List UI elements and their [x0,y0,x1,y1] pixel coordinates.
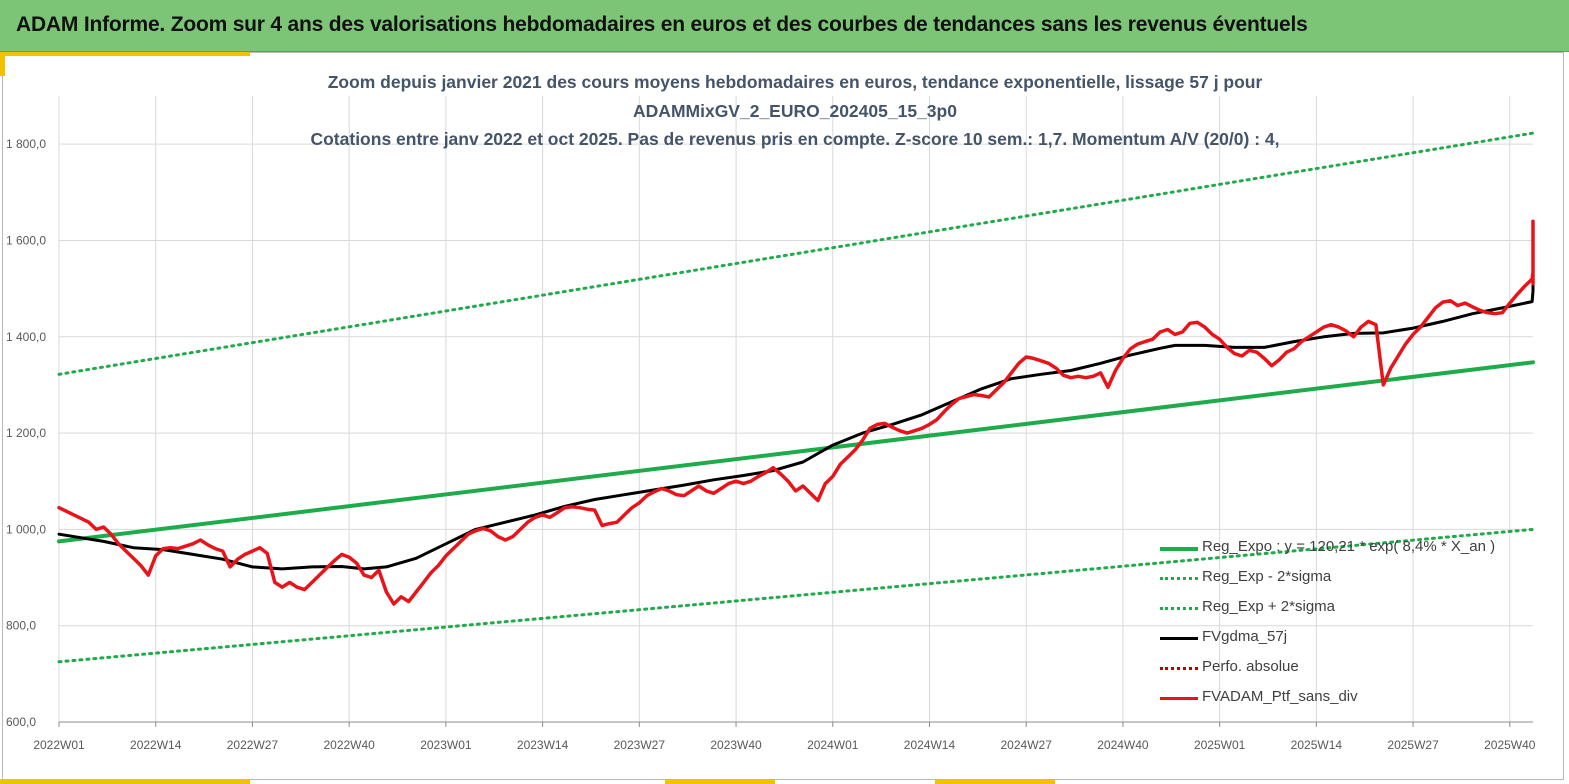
x-tick-label: 2023W01 [420,738,472,752]
accent-bar-bottom [0,779,250,784]
accent-bar-left [0,52,5,76]
series-line-5 [57,219,1535,606]
y-tick-label: 1 600,0 [6,233,46,247]
legend-label: FVADAM_Ptf_sans_div [1202,688,1358,705]
x-tick-label: 2022W40 [323,738,375,752]
legend-label: Reg_Exp - 2*sigma [1202,568,1332,585]
accent-bar-top [0,52,250,56]
x-tick-label: 2023W27 [614,738,666,752]
legend-label: Reg_Exp + 2*sigma [1202,598,1335,615]
legend-swatch [1160,577,1198,580]
series-line-2 [57,131,1535,376]
y-tick-label: 1 200,0 [6,426,46,440]
y-tick-label: 1 400,0 [6,330,46,344]
chart-title-line-2: ADAMMixGV_2_EURO_202405_15_3p0 [633,100,957,121]
legend-swatch [1160,547,1198,551]
accent-bar-bottom [665,780,775,784]
x-tick-label: 2025W01 [1194,738,1246,752]
legend-label: Perfo. absolue [1202,658,1299,675]
legend-swatch [1160,697,1198,700]
y-tick-label: 600,0 [6,715,36,729]
x-tick-label: 2023W40 [710,738,762,752]
legend-label: FVgdma_57j [1202,628,1288,645]
x-tick-label: 2025W40 [1484,738,1536,752]
x-tick-label: 2024W01 [807,738,859,752]
header-banner: ADAM Informe. Zoom sur 4 ans des valoris… [0,0,1569,52]
x-tick-label: 2023W14 [517,738,569,752]
legend-label: Reg_Expo : y = 120,21 * exp( 8,4% * X_an… [1202,538,1496,555]
x-tick-label: 2024W27 [1001,738,1053,752]
x-tick-label: 2025W14 [1291,738,1343,752]
y-tick-label: 1 800,0 [6,137,46,151]
x-tick-label: 2025W27 [1387,738,1439,752]
y-tick-label: 1 000,0 [6,522,46,536]
series-line-1 [57,527,1535,664]
x-tick-label: 2022W14 [130,738,182,752]
legend-swatch [1160,637,1198,640]
series-line-3 [57,241,1535,571]
x-tick-label: 2024W40 [1097,738,1149,752]
legend-swatch [1160,607,1198,610]
chart-axes: 600,0 800,0 1 000,0 1 200,0 1 400,0 1 600,0 1 … [6,137,1536,752]
chart-title-line-1: Zoom depuis janvier 2021 des cours moyen… [327,72,1263,92]
legend-swatch [1160,667,1198,670]
series-line-0 [57,360,1535,544]
x-tick-label: 2022W01 [33,738,85,752]
x-tick-label: 2024W14 [904,738,956,752]
x-tick-label: 2022W27 [227,738,279,752]
chart-title: Zoom depuis janvier 2021 des cours moyen… [60,68,1530,154]
grid-lines [58,96,1533,723]
accent-bar-bottom [935,780,1055,784]
y-tick-label: 800,0 [6,619,36,633]
chart-series [57,131,1535,664]
page-title: ADAM Informe. Zoom sur 4 ans des valoris… [16,13,1308,36]
chart-title-line-3: Cotations entre janv 2022 et oct 2025. P… [310,129,1280,149]
chart-frame [2,52,1564,780]
